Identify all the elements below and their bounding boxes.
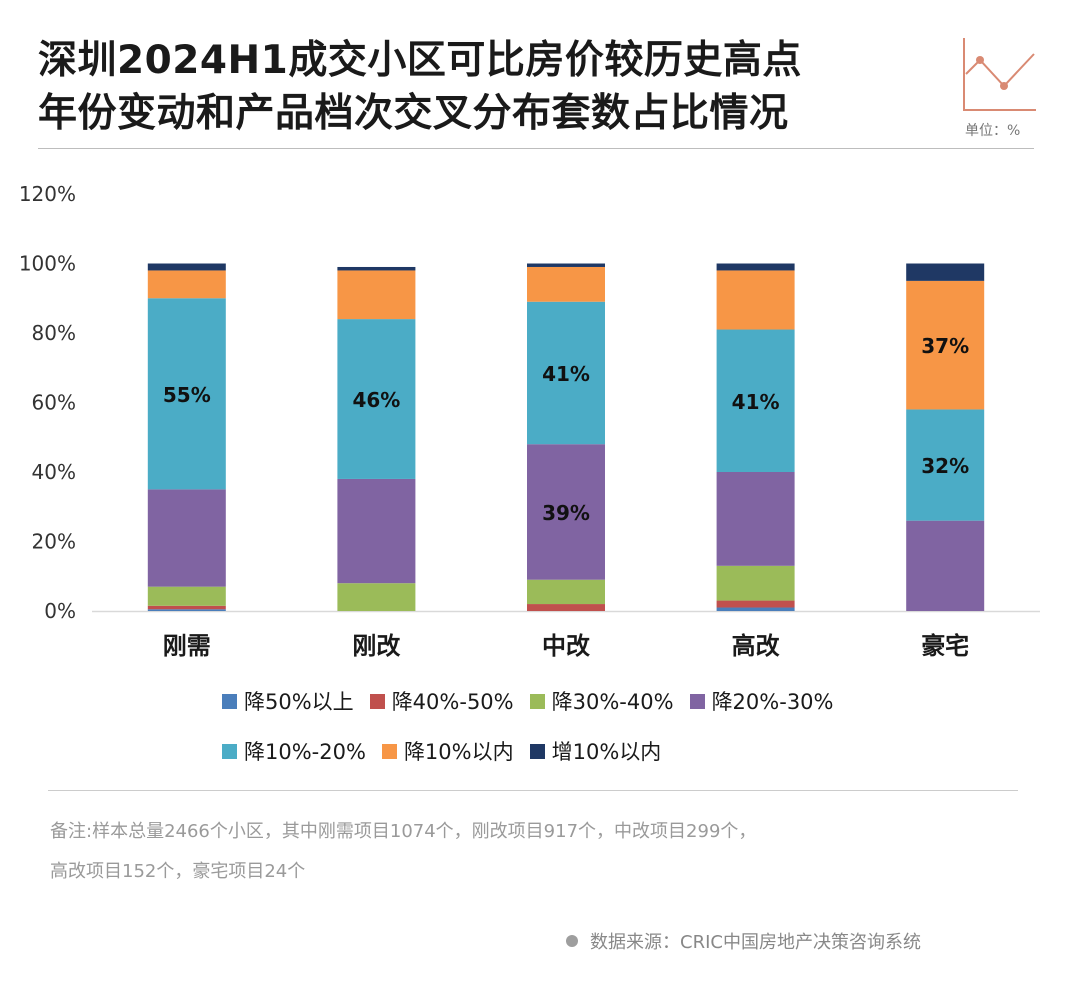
data-source: 数据来源：CRIC中国房地产决策咨询系统 [566,928,921,954]
y-tick-label: 20% [32,530,76,554]
bar-segment [906,280,985,410]
legend-label: 降30%-40% [551,690,674,714]
legend-row: 降50%以上 降40%-50% 降30%-40% 降20%-30% [222,676,922,726]
legend-swatch [529,743,545,759]
bar-segment [716,329,795,472]
x-category-label: 豪宅 [921,632,969,660]
data-label: 32% [921,454,969,478]
y-tick-label: 60% [32,391,76,415]
source-text: 数据来源：CRIC中国房地产决策咨询系统 [590,932,921,953]
legend-label: 增10%以内 [551,740,662,764]
y-tick-label: 80% [32,321,76,345]
legend-item: 降30%-40% [529,686,674,716]
legend-item: 降40%-50% [369,686,514,716]
bar-segment [337,478,416,584]
legend-label: 降10%-20% [244,740,366,764]
y-tick-label: 100% [19,252,76,276]
legend-label: 降40%-50% [391,690,514,714]
y-tick-label: 0% [44,599,76,623]
legend-swatch [222,693,237,709]
bar-segment [337,583,416,611]
chart-title: 深圳2024H1成交小区可比房价较历史高点 年份变动和产品档次交叉分布套数占比情… [38,34,802,140]
bar-segment [147,489,226,587]
data-label: 46% [352,388,400,412]
legend-swatch [222,743,237,759]
bar-segment [527,579,605,605]
bar-segment [716,600,795,608]
legend-swatch [381,743,397,759]
bar-segment [716,607,795,611]
title-line-1: 深圳2024H1成交小区可比房价较历史高点 [38,38,802,83]
data-label: 39% [542,501,590,525]
y-tick-label: 120% [19,182,76,206]
legend-item: 降50%以上 [222,686,354,716]
legend-swatch [529,693,545,709]
bar-segment [147,298,226,490]
data-label: 55% [163,383,211,407]
legend-row: 降10%-20% 降10%以内 增10%以内 [222,726,922,776]
legend-item: 增10%以内 [529,736,662,766]
x-category-label: 刚改 [352,632,400,660]
y-tick-label: 40% [32,460,76,484]
title-line-2: 年份变动和产品档次交叉分布套数占比情况 [38,91,789,136]
bar-segment [716,270,795,330]
bar-segment [527,444,605,580]
data-label: 41% [542,362,590,386]
bar-segment [527,301,605,445]
bar-segment [527,604,605,611]
bar-segment [337,270,416,320]
line-chart-icon [963,38,1036,111]
bar-segment [147,263,226,271]
bar-segment [716,263,795,271]
legend-item: 降20%-30% [689,686,834,716]
bar-segment [716,565,795,601]
x-category-label: 刚需 [163,632,211,660]
x-category-label: 中改 [542,632,590,660]
bar-segment [147,270,226,299]
title-divider [38,148,1034,149]
bar-segment [906,409,985,521]
legend-item: 降10%以内 [381,736,514,766]
legend-swatch [369,693,385,709]
stacked-bar-chart: 0% 20% 40% 60% 80% 100% 120% 刚需 刚改 中改 高改 豪宅 55% 46% 41… [19,182,1040,660]
legend-label: 降50%以上 [244,690,354,714]
bar-segment [906,263,985,281]
legend-swatch [689,693,705,709]
legend-item: 降10%-20% [222,736,366,766]
bar-segment [527,263,605,267]
bar-segment [527,266,605,302]
bar-segment [906,520,985,611]
bar-segment [147,605,226,610]
bar-segment [147,609,226,611]
footer-divider [48,790,1018,791]
unit-label: 单位：% [965,123,1021,139]
note-line-2: 高改项目152个，豪宅项目24个 [50,861,306,882]
data-label: 37% [921,334,969,358]
bar-segment [337,266,416,271]
legend-label: 降20%-30% [711,690,834,714]
legend-label: 降10%以内 [403,740,514,764]
note-line-1: 备注:样本总量2466个小区，其中刚需项目1074个，刚改项目917个，中改项目… [50,821,757,842]
bar-segment [716,472,795,566]
data-label: 41% [732,390,780,414]
footnote: 备注:样本总量2466个小区，其中刚需项目1074个，刚改项目917个，中改项目… [50,812,1000,892]
bullet-dot-icon [566,935,578,947]
bar-segment [337,319,416,479]
bar-segment [147,586,226,606]
chart-legend: 降50%以上 降40%-50% 降30%-40% 降20%-30% 降10%-20% 降… [222,676,922,776]
x-category-label: 高改 [732,632,780,660]
